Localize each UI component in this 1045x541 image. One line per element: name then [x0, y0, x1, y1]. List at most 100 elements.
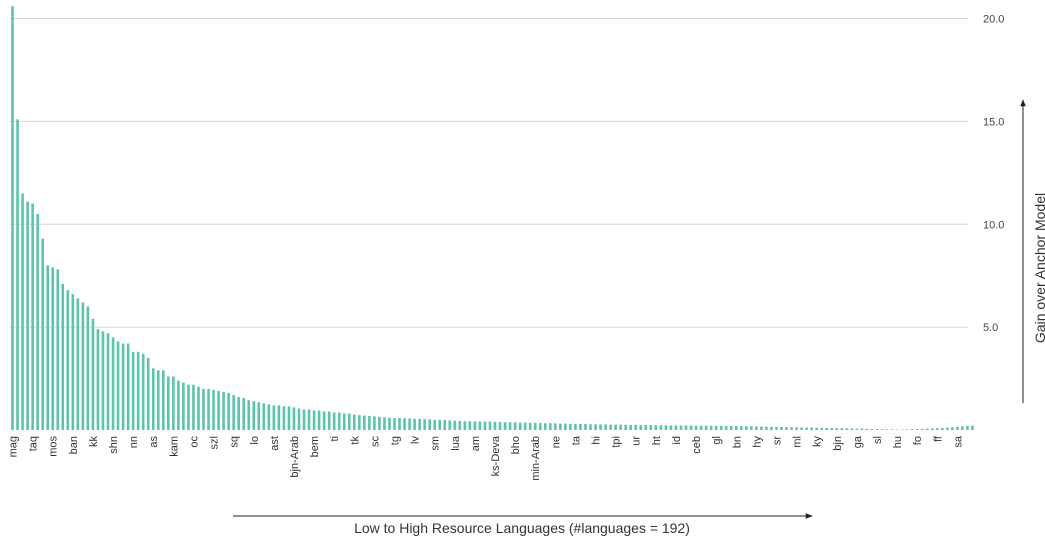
bar	[141, 353, 145, 430]
bar	[332, 412, 336, 430]
bar	[342, 413, 346, 430]
x-tick-label: bem	[309, 436, 321, 457]
x-axis-title: Low to High Resource Languages (#languag…	[354, 520, 690, 536]
bar	[232, 395, 235, 430]
bar	[915, 428, 919, 430]
x-tick-label: oc	[188, 436, 200, 448]
x-tick-label: sa	[952, 435, 964, 448]
x-tick-label: ne	[550, 436, 562, 448]
bar	[81, 302, 85, 430]
x-tick-label: gl	[711, 436, 723, 445]
bar	[533, 422, 537, 430]
bar	[518, 422, 522, 430]
bar	[569, 423, 572, 430]
bar	[689, 425, 693, 430]
bar	[86, 306, 90, 430]
bar	[508, 422, 512, 430]
x-tick-label: ceb	[691, 436, 703, 454]
bar	[71, 294, 75, 430]
bar	[750, 426, 753, 430]
y-tick-label: 10.0	[983, 219, 1004, 231]
bar	[302, 409, 306, 430]
x-tick-label: hy	[751, 436, 763, 448]
bar	[101, 331, 105, 430]
bar	[805, 427, 808, 430]
bar	[413, 418, 416, 430]
x-tick-label: kam	[168, 436, 180, 457]
bar	[528, 422, 532, 430]
x-tick-label: hi	[591, 436, 603, 445]
x-tick-label: am	[470, 436, 482, 451]
bar	[438, 419, 442, 430]
bar	[699, 425, 703, 430]
bar	[614, 424, 617, 430]
bar	[604, 424, 607, 430]
bar	[574, 423, 577, 430]
bar	[408, 418, 411, 430]
bar	[317, 410, 321, 430]
bar	[11, 6, 14, 431]
bar	[704, 425, 708, 430]
y-axis-title: Gain over Anchor Model	[1032, 193, 1045, 343]
bar	[161, 370, 165, 430]
x-tick-label: ff	[932, 435, 944, 442]
bar	[61, 283, 65, 430]
bar	[664, 425, 668, 430]
bar	[423, 419, 426, 430]
bar	[961, 426, 964, 430]
bar	[835, 428, 839, 430]
bar	[674, 425, 678, 430]
bar	[126, 343, 130, 430]
bar	[21, 193, 24, 430]
bar	[66, 290, 70, 430]
x-tick-label: shn	[108, 436, 120, 454]
bar	[187, 384, 190, 430]
bar	[111, 337, 115, 430]
bar	[322, 411, 326, 430]
x-tick-label: ml	[792, 436, 804, 448]
bar	[714, 425, 718, 430]
bar	[403, 418, 406, 430]
bar	[624, 424, 627, 430]
x-tick-label: hu	[892, 436, 904, 448]
bar	[136, 351, 140, 430]
bar	[182, 382, 185, 430]
bar	[46, 265, 49, 430]
bar	[307, 409, 311, 430]
bar	[956, 426, 959, 430]
bar	[96, 329, 100, 430]
x-tick-label: bjn-Arab	[289, 436, 301, 478]
x-tick-label: tpi	[611, 436, 623, 448]
bar	[739, 426, 743, 430]
bar	[875, 428, 879, 430]
bar	[483, 421, 487, 430]
bar	[106, 333, 110, 430]
bar	[830, 427, 834, 430]
bar	[900, 429, 904, 431]
x-tick-label: ti	[329, 436, 341, 442]
bar	[177, 380, 180, 430]
bar	[800, 427, 803, 430]
bar	[262, 403, 266, 430]
bar	[840, 428, 844, 430]
bar	[543, 423, 547, 430]
bar	[272, 405, 276, 430]
x-tick-label: min-Arab	[530, 436, 542, 481]
x-tick-label: sl	[872, 436, 884, 444]
bar	[242, 398, 246, 430]
bar	[358, 415, 361, 430]
bar	[212, 389, 215, 430]
x-tick-label: ur	[631, 436, 643, 446]
bar	[599, 424, 602, 430]
x-tick-label: ky	[812, 436, 824, 448]
bar	[503, 422, 507, 430]
bar	[76, 298, 80, 430]
bar	[734, 426, 738, 430]
bar	[131, 351, 135, 430]
bar	[584, 424, 587, 430]
bar	[493, 421, 497, 430]
x-tick-label: szl	[209, 436, 221, 449]
bar	[719, 425, 723, 430]
bar	[936, 428, 939, 430]
bar	[383, 417, 386, 430]
